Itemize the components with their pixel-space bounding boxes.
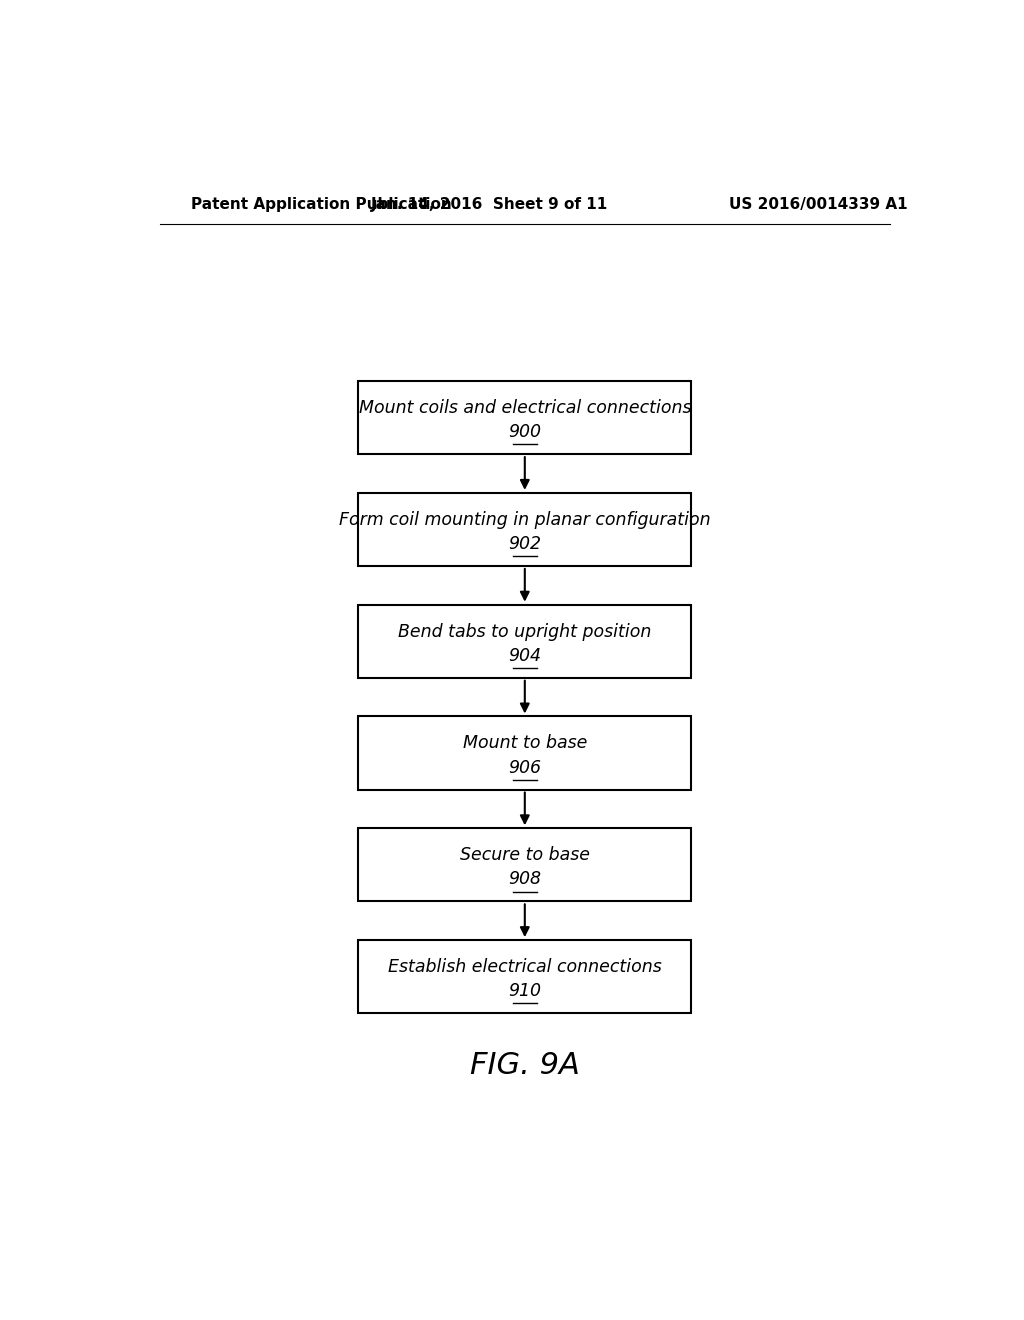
Text: Secure to base: Secure to base — [460, 846, 590, 865]
Text: 910: 910 — [508, 982, 542, 1001]
Text: 902: 902 — [508, 535, 542, 553]
Text: 906: 906 — [508, 759, 542, 776]
Text: 904: 904 — [508, 647, 542, 665]
Text: Bend tabs to upright position: Bend tabs to upright position — [398, 623, 651, 640]
Text: 908: 908 — [508, 870, 542, 888]
Text: Establish electrical connections: Establish electrical connections — [388, 958, 662, 975]
Text: Mount to base: Mount to base — [463, 734, 587, 752]
Bar — [358, 717, 691, 789]
Bar — [358, 940, 691, 1014]
Bar — [358, 492, 691, 566]
Text: Form coil mounting in planar configuration: Form coil mounting in planar configurati… — [339, 511, 711, 529]
Text: US 2016/0014339 A1: US 2016/0014339 A1 — [729, 197, 907, 211]
Text: Mount coils and electrical connections: Mount coils and electrical connections — [358, 399, 691, 417]
Bar — [358, 828, 691, 902]
Text: Patent Application Publication: Patent Application Publication — [191, 197, 453, 211]
Text: FIG. 9A: FIG. 9A — [470, 1051, 580, 1080]
Bar — [358, 605, 691, 677]
Text: 900: 900 — [508, 424, 542, 441]
Bar — [358, 381, 691, 454]
Text: Jan. 14, 2016  Sheet 9 of 11: Jan. 14, 2016 Sheet 9 of 11 — [371, 197, 607, 211]
